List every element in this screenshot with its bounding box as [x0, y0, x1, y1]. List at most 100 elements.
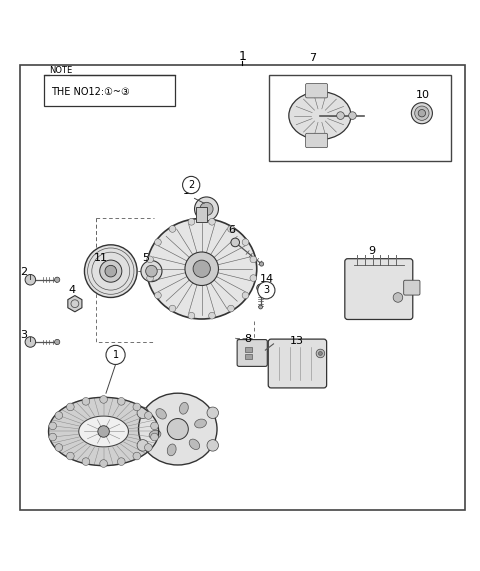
FancyBboxPatch shape	[306, 83, 327, 98]
Text: 9: 9	[368, 246, 375, 256]
Circle shape	[411, 103, 432, 124]
Circle shape	[207, 407, 218, 419]
FancyBboxPatch shape	[44, 75, 175, 106]
Circle shape	[118, 458, 125, 465]
Circle shape	[207, 440, 218, 451]
Circle shape	[25, 275, 36, 285]
Circle shape	[169, 305, 176, 312]
Text: 5: 5	[142, 253, 149, 263]
Circle shape	[348, 112, 356, 119]
Circle shape	[209, 219, 216, 225]
Text: THE NO12:①~③: THE NO12:①~③	[51, 87, 130, 97]
Circle shape	[55, 412, 63, 419]
Ellipse shape	[149, 430, 161, 439]
Circle shape	[67, 403, 74, 411]
Ellipse shape	[289, 92, 351, 139]
Circle shape	[242, 292, 249, 299]
Text: 7: 7	[309, 53, 316, 63]
FancyBboxPatch shape	[306, 133, 327, 148]
Circle shape	[144, 412, 152, 419]
Circle shape	[98, 426, 109, 437]
FancyBboxPatch shape	[20, 65, 465, 510]
Circle shape	[144, 444, 152, 451]
Text: 13: 13	[289, 336, 303, 345]
Circle shape	[415, 106, 429, 120]
Text: 2: 2	[20, 267, 27, 277]
Text: 11: 11	[94, 253, 108, 263]
Circle shape	[49, 433, 57, 441]
Circle shape	[151, 433, 158, 441]
Circle shape	[49, 422, 57, 430]
Circle shape	[258, 282, 275, 299]
Circle shape	[393, 293, 403, 302]
Polygon shape	[79, 416, 129, 447]
Circle shape	[100, 396, 108, 403]
Polygon shape	[48, 397, 158, 465]
Circle shape	[250, 275, 257, 282]
Circle shape	[250, 256, 257, 263]
Circle shape	[259, 305, 263, 309]
Circle shape	[231, 238, 240, 247]
Circle shape	[25, 337, 36, 347]
Text: 10: 10	[416, 90, 430, 100]
Circle shape	[257, 284, 264, 292]
Circle shape	[193, 260, 210, 278]
Text: 4: 4	[69, 286, 76, 295]
Circle shape	[133, 403, 141, 411]
Circle shape	[137, 407, 148, 419]
Circle shape	[200, 202, 213, 215]
Circle shape	[319, 352, 323, 355]
Circle shape	[67, 452, 74, 460]
Circle shape	[133, 452, 141, 460]
Circle shape	[137, 440, 148, 451]
Circle shape	[155, 239, 161, 246]
Circle shape	[228, 226, 234, 232]
Circle shape	[82, 397, 90, 405]
Circle shape	[228, 305, 234, 312]
Ellipse shape	[139, 393, 217, 465]
Circle shape	[418, 110, 426, 117]
Circle shape	[100, 260, 122, 282]
FancyBboxPatch shape	[268, 339, 326, 388]
FancyBboxPatch shape	[196, 207, 207, 222]
FancyBboxPatch shape	[404, 280, 420, 295]
Text: 8: 8	[245, 334, 252, 344]
Circle shape	[145, 266, 157, 277]
Polygon shape	[68, 296, 82, 312]
FancyBboxPatch shape	[245, 347, 252, 352]
Text: 6: 6	[228, 225, 235, 235]
Circle shape	[55, 444, 63, 451]
Text: 14: 14	[260, 274, 275, 284]
FancyBboxPatch shape	[237, 340, 267, 367]
Circle shape	[188, 219, 195, 225]
FancyBboxPatch shape	[245, 354, 252, 359]
Text: 1: 1	[239, 50, 246, 63]
Text: NOTE: NOTE	[49, 66, 73, 75]
Ellipse shape	[195, 419, 206, 428]
Text: 2: 2	[188, 180, 194, 190]
Circle shape	[105, 266, 117, 277]
Circle shape	[82, 458, 90, 465]
Circle shape	[55, 277, 60, 283]
Ellipse shape	[156, 409, 167, 419]
Text: 15: 15	[183, 186, 197, 196]
Circle shape	[169, 226, 176, 232]
FancyBboxPatch shape	[269, 75, 451, 161]
Circle shape	[316, 349, 324, 358]
Circle shape	[84, 245, 137, 297]
FancyBboxPatch shape	[345, 259, 413, 320]
Circle shape	[182, 176, 200, 194]
Circle shape	[194, 197, 218, 221]
Circle shape	[55, 339, 60, 345]
Circle shape	[141, 260, 162, 282]
Circle shape	[336, 112, 344, 119]
Circle shape	[259, 262, 264, 266]
Circle shape	[209, 312, 216, 319]
Ellipse shape	[147, 219, 257, 319]
Circle shape	[242, 239, 249, 246]
Text: 3: 3	[263, 286, 269, 295]
Circle shape	[167, 419, 188, 440]
Text: 1: 1	[112, 350, 119, 360]
Text: 3: 3	[20, 330, 27, 340]
Circle shape	[185, 252, 218, 286]
